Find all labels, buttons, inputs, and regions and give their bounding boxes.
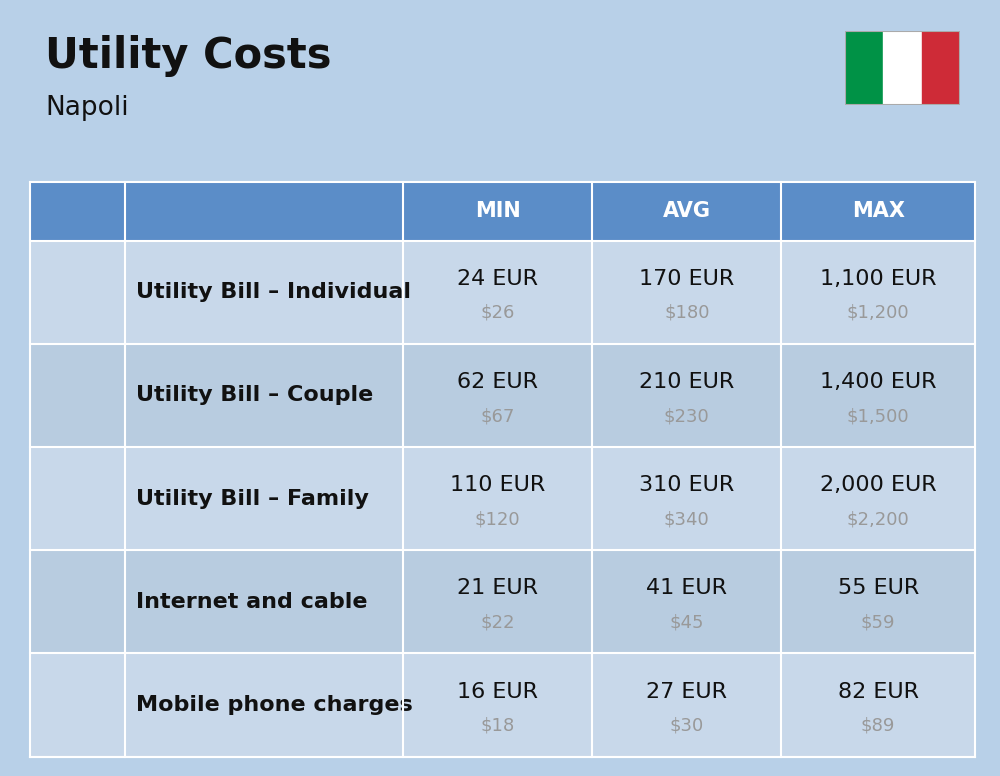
- Text: $230: $230: [664, 407, 710, 425]
- Text: 310 EUR: 310 EUR: [639, 475, 734, 495]
- Bar: [845, 31, 883, 105]
- Bar: [30, 182, 403, 241]
- Text: AVG: AVG: [663, 202, 711, 221]
- Text: Utility Bill – Couple: Utility Bill – Couple: [136, 386, 373, 405]
- Text: 62 EUR: 62 EUR: [457, 372, 538, 392]
- Text: Utility Bill – Family: Utility Bill – Family: [136, 489, 369, 508]
- Text: 1,100 EUR: 1,100 EUR: [820, 268, 936, 289]
- Bar: [30, 653, 975, 757]
- Text: $1,200: $1,200: [847, 304, 909, 322]
- Text: Napoli: Napoli: [45, 95, 129, 121]
- Bar: [30, 447, 975, 550]
- Text: 210 EUR: 210 EUR: [639, 372, 734, 392]
- Text: 21 EUR: 21 EUR: [457, 578, 538, 598]
- Text: MAX: MAX: [852, 202, 905, 221]
- Text: $45: $45: [670, 614, 704, 632]
- Bar: [30, 344, 975, 447]
- Text: $2,200: $2,200: [847, 511, 910, 528]
- Text: Utility Bill – Individual: Utility Bill – Individual: [136, 282, 411, 302]
- Text: $67: $67: [481, 407, 515, 425]
- Text: 16 EUR: 16 EUR: [457, 681, 538, 702]
- Text: MIN: MIN: [475, 202, 521, 221]
- Text: $180: $180: [664, 304, 710, 322]
- Text: 1,400 EUR: 1,400 EUR: [820, 372, 936, 392]
- Text: $120: $120: [475, 511, 521, 528]
- Text: $18: $18: [481, 717, 515, 735]
- Text: 55 EUR: 55 EUR: [838, 578, 919, 598]
- Text: $30: $30: [670, 717, 704, 735]
- Text: 27 EUR: 27 EUR: [646, 681, 727, 702]
- Text: $59: $59: [861, 614, 895, 632]
- Text: $1,500: $1,500: [847, 407, 909, 425]
- Text: 2,000 EUR: 2,000 EUR: [820, 475, 936, 495]
- Bar: [30, 241, 975, 344]
- Bar: [30, 182, 975, 241]
- Text: 41 EUR: 41 EUR: [646, 578, 727, 598]
- Text: Utility Costs: Utility Costs: [45, 35, 332, 77]
- Text: Internet and cable: Internet and cable: [136, 592, 367, 611]
- Text: 110 EUR: 110 EUR: [450, 475, 545, 495]
- Text: 170 EUR: 170 EUR: [639, 268, 734, 289]
- Bar: [883, 31, 922, 105]
- Bar: [922, 31, 960, 105]
- Text: Mobile phone charges: Mobile phone charges: [136, 695, 413, 715]
- Text: 82 EUR: 82 EUR: [838, 681, 919, 702]
- Text: 24 EUR: 24 EUR: [457, 268, 538, 289]
- Text: $340: $340: [664, 511, 710, 528]
- Text: $22: $22: [481, 614, 515, 632]
- Bar: [30, 550, 975, 653]
- Text: $26: $26: [481, 304, 515, 322]
- Text: $89: $89: [861, 717, 895, 735]
